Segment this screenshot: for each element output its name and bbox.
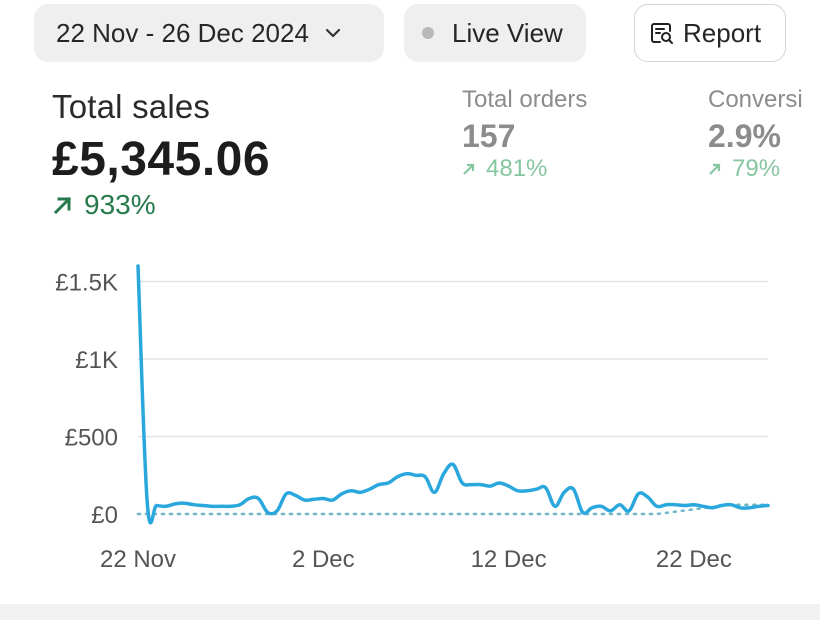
footer-band [0,604,820,620]
metric-total-sales[interactable]: Total sales £5,345.06 933% [52,88,270,221]
arrow-up-right-icon [708,162,722,176]
live-status-dot-icon [422,27,434,39]
y-tick-label: £1.5K [55,270,118,297]
y-tick-label: £500 [65,425,118,452]
metric-change-value: 933% [84,189,156,220]
arrow-up-right-icon [52,194,74,216]
live-view-label: Live View [452,17,563,48]
metric-change-value: 481% [486,155,548,182]
x-tick-label: 22 Nov [100,546,176,573]
metric-conversion[interactable]: Conversi 2.9% 79% [708,86,803,183]
comparison-series-line [136,503,770,516]
metric-change: 933% [52,189,270,221]
sales-series-line [136,264,770,525]
chevron-down-icon [323,23,343,43]
metric-change: 79% [708,155,803,183]
metric-value: 157 [462,118,516,154]
metric-change-value: 79% [732,155,781,182]
toolbar: 22 Nov - 26 Dec 2024 Live View Report [34,4,820,64]
report-search-icon [649,20,675,46]
metric-label: Conversi [708,86,803,113]
metric-change: 481% [462,155,587,183]
metric-total-orders[interactable]: Total orders 157 481% [462,86,587,183]
date-range-label: 22 Nov - 26 Dec 2024 [56,17,309,48]
arrow-up-right-icon [462,162,476,176]
x-tick-label: 2 Dec [292,546,355,573]
date-range-picker[interactable]: 22 Nov - 26 Dec 2024 [34,4,384,62]
report-label: Report [683,17,762,48]
metric-value: 2.9% [708,118,781,154]
metric-value: £5,345.06 [52,133,271,186]
sales-line-chart[interactable]: £0 £500 £1K £1.5K 22 Nov 2 Dec 12 Dec 22 Dec [0,250,820,590]
y-tick-label: £0 [91,502,118,529]
x-tick-label: 22 Dec [656,546,732,573]
y-tick-label: £1K [75,347,118,374]
live-view-button[interactable]: Live View [404,4,586,62]
metric-label: Total sales [52,88,211,125]
x-tick-label: 12 Dec [471,546,547,573]
report-button[interactable]: Report [634,4,786,62]
metric-label: Total orders [462,86,588,113]
